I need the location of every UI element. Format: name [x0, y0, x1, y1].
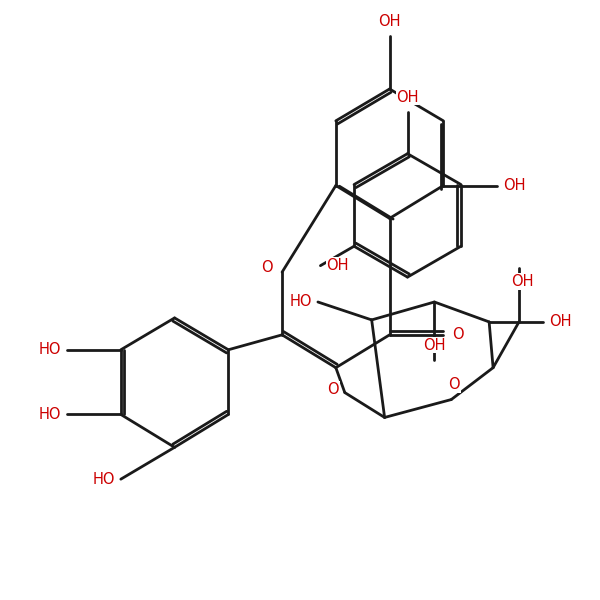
Text: OH: OH	[549, 314, 571, 329]
Text: OH: OH	[423, 338, 446, 353]
Text: OH: OH	[503, 178, 526, 193]
Text: OH: OH	[326, 258, 349, 273]
Text: OH: OH	[379, 14, 401, 29]
Text: O: O	[262, 260, 273, 275]
Text: O: O	[448, 377, 460, 392]
Text: HO: HO	[38, 407, 61, 422]
Text: OH: OH	[396, 90, 419, 105]
Text: O: O	[452, 328, 464, 343]
Text: O: O	[327, 382, 339, 397]
Text: OH: OH	[511, 274, 533, 289]
Text: HO: HO	[38, 342, 61, 357]
Text: HO: HO	[289, 295, 312, 310]
Text: HO: HO	[92, 472, 115, 487]
